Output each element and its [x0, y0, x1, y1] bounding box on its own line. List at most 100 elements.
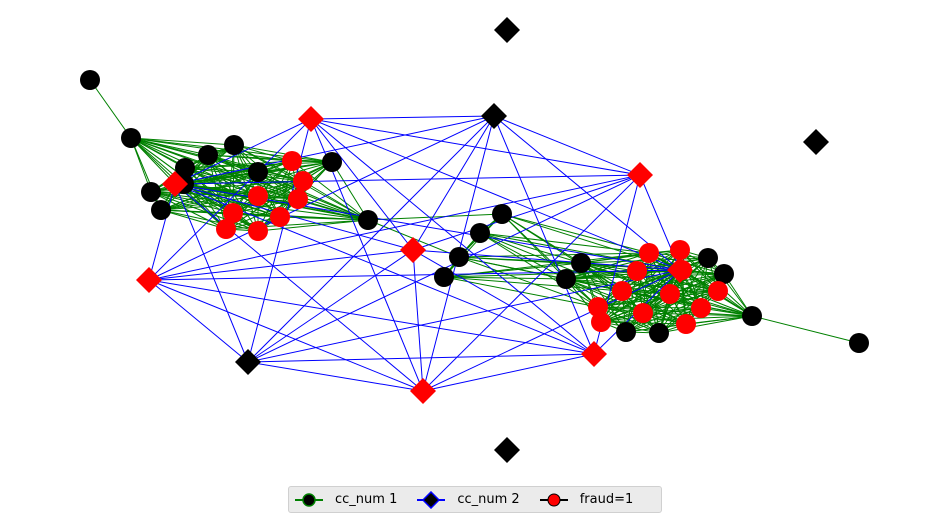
legend-label: fraud=1 — [579, 492, 634, 507]
node-fraud — [270, 207, 290, 227]
graph-edge — [160, 209, 227, 230]
graph-edge — [600, 321, 687, 325]
node-fraud — [591, 312, 611, 332]
graph-edge — [130, 137, 235, 146]
node-normal — [698, 248, 718, 268]
graph-edge — [174, 115, 495, 185]
node-diamond-fraud — [581, 341, 607, 367]
node-fraud — [612, 281, 632, 301]
black-line-red-circle-icon — [539, 493, 568, 506]
node-fraud — [293, 171, 313, 191]
graph-edge — [600, 290, 719, 323]
node-fraud — [248, 221, 268, 241]
node-normal — [714, 264, 734, 284]
node-diamond-fraud — [298, 106, 324, 132]
graph-edge — [493, 115, 595, 355]
node-fraud — [639, 243, 659, 263]
graph-edge — [331, 161, 369, 221]
graph-edge — [412, 174, 641, 251]
graph-edge — [642, 257, 709, 314]
graph-edge — [89, 79, 132, 139]
graph-edge — [310, 115, 495, 120]
node-diamond-normal — [803, 129, 829, 155]
graph-edge — [233, 144, 304, 182]
node-normal — [80, 70, 100, 90]
node-normal — [141, 182, 161, 202]
graph-edge — [148, 279, 249, 363]
node-normal — [742, 306, 762, 326]
legend-item-cc-num-2: cc_num 2 — [415, 490, 520, 509]
node-diamond-normal — [494, 17, 520, 43]
node-normal — [470, 223, 490, 243]
node-normal — [616, 322, 636, 342]
graph-edge — [707, 257, 753, 317]
graph-edge — [642, 290, 719, 314]
node-fraud — [676, 314, 696, 334]
node-diamond-fraud — [162, 171, 188, 197]
node-diamond-fraud — [627, 162, 653, 188]
node-diamond-fraud — [136, 267, 162, 293]
graph-edge — [501, 213, 650, 254]
graph-edge — [297, 198, 369, 221]
graph-edge — [412, 249, 595, 355]
graph-edge — [310, 118, 414, 251]
legend-item-cc-num-1: cc_num 1 — [293, 492, 397, 508]
graph-edge — [148, 269, 681, 281]
graph-edge — [580, 249, 681, 264]
graph-edge — [658, 315, 753, 334]
graph-edge — [685, 315, 753, 325]
node-normal — [121, 128, 141, 148]
graph-edge — [150, 191, 227, 230]
graph-edge — [422, 174, 641, 392]
node-normal — [434, 267, 454, 287]
graph-edge — [148, 279, 595, 355]
green-line-circle-icon — [295, 492, 323, 507]
node-normal — [849, 333, 869, 353]
graph-edge — [148, 183, 176, 281]
node-normal — [151, 200, 171, 220]
node-normal — [649, 323, 669, 343]
graph-edge — [174, 183, 249, 363]
graph-edge — [184, 160, 293, 169]
graph-edge — [148, 279, 424, 392]
graph-edge — [412, 115, 495, 251]
graph-edge — [580, 262, 627, 333]
graph-edge — [479, 232, 582, 264]
node-normal — [322, 152, 342, 172]
graph-edge — [600, 269, 681, 323]
graph-edge — [658, 290, 719, 334]
node-fraud — [633, 303, 653, 323]
graph-edge — [422, 269, 681, 392]
legend: cc_num 1 cc_num 2 fraud=1 — [288, 486, 662, 513]
node-diamond-normal — [481, 103, 507, 129]
node-diamond-fraud — [400, 237, 426, 263]
graph-edge — [233, 144, 293, 162]
graph-edge — [493, 115, 641, 176]
blue-line-diamond-icon — [417, 490, 446, 509]
node-normal — [492, 204, 512, 224]
node-fraud — [670, 240, 690, 260]
graph-nodes — [80, 17, 869, 463]
graph-edge — [422, 353, 595, 392]
graph-edge — [148, 174, 641, 281]
graph-edge — [150, 191, 369, 221]
graph-edge — [458, 256, 599, 308]
node-normal — [224, 135, 244, 155]
graph-edge — [458, 252, 650, 258]
node-fraud — [282, 151, 302, 171]
graph-edge — [174, 183, 369, 221]
graph-edge — [174, 174, 641, 185]
graph-edge — [310, 118, 681, 271]
graph-edge — [679, 249, 702, 309]
graph-edge — [443, 213, 503, 278]
node-fraud — [660, 284, 680, 304]
graph-edge — [247, 353, 595, 363]
legend-label: cc_num 2 — [457, 492, 520, 507]
graph-edge — [225, 198, 299, 230]
node-fraud — [216, 219, 236, 239]
node-normal — [449, 247, 469, 267]
graph-edge — [636, 270, 660, 334]
graph-edge — [257, 219, 369, 232]
graph-edge — [443, 252, 650, 278]
